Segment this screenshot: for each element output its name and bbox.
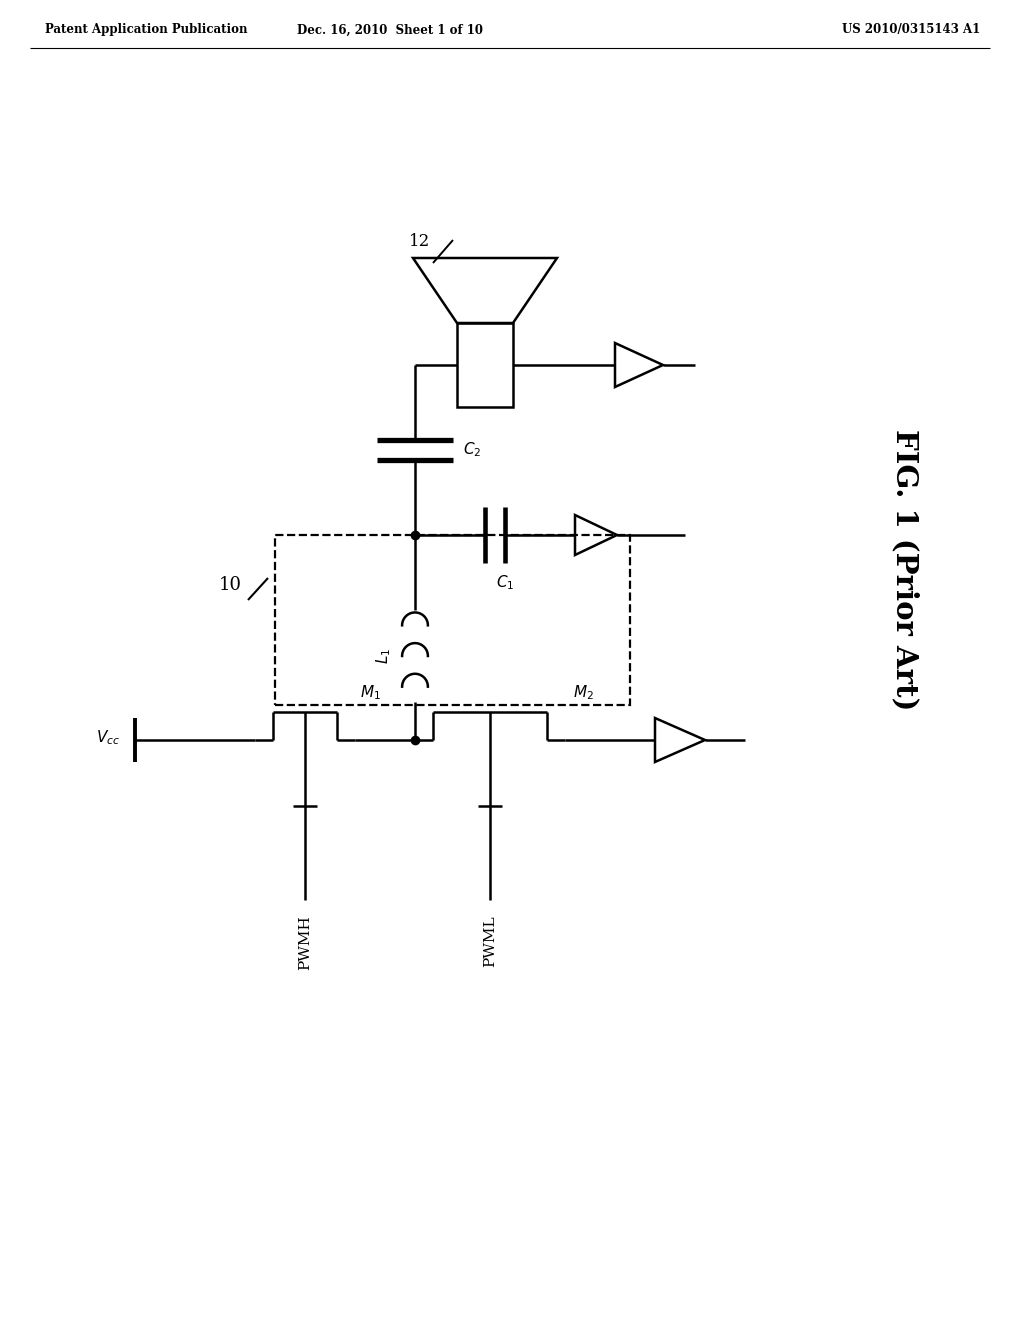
- Text: $C_2$: $C_2$: [463, 441, 481, 459]
- Text: 12: 12: [409, 234, 430, 249]
- Text: PWML: PWML: [483, 915, 497, 966]
- Text: $M_2$: $M_2$: [573, 684, 594, 702]
- Text: $C_1$: $C_1$: [496, 573, 514, 591]
- Text: FIG. 1 (Prior Art): FIG. 1 (Prior Art): [891, 429, 920, 710]
- Bar: [275, 535, 630, 705]
- Text: PWMH: PWMH: [298, 915, 312, 970]
- Text: $L_1$: $L_1$: [375, 648, 393, 664]
- Text: US 2010/0315143 A1: US 2010/0315143 A1: [842, 24, 980, 37]
- Text: 10: 10: [219, 576, 242, 594]
- Bar: [457, 323, 513, 407]
- Text: Patent Application Publication: Patent Application Publication: [45, 24, 248, 37]
- Text: $V_{cc}$: $V_{cc}$: [96, 729, 120, 747]
- Text: Dec. 16, 2010  Sheet 1 of 10: Dec. 16, 2010 Sheet 1 of 10: [297, 24, 483, 37]
- Text: $M_1$: $M_1$: [360, 684, 381, 702]
